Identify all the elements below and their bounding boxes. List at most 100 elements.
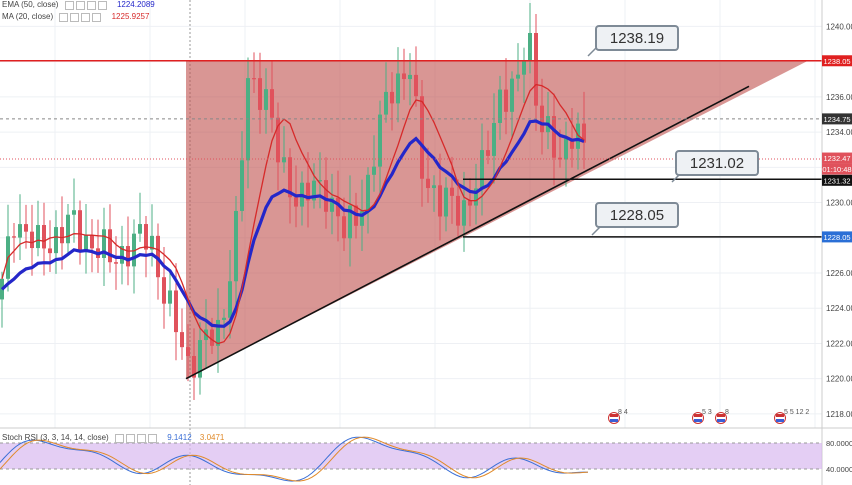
candle-body [360, 211, 364, 226]
candle-body [138, 224, 142, 234]
candle-body [372, 166, 376, 175]
candle-body [18, 224, 22, 238]
candle-body [384, 91, 388, 115]
candle-body [174, 290, 178, 333]
candle-body [522, 60, 526, 75]
candle-body [222, 317, 226, 320]
candle-body [390, 91, 394, 104]
candle-body [186, 347, 190, 357]
rsi-d-value: 3.0471 [199, 433, 225, 442]
flag-icon [694, 414, 702, 417]
callout-pointer [587, 47, 597, 57]
candle-body [558, 157, 562, 160]
candle-body [210, 329, 214, 346]
event-count: 8 [725, 409, 729, 416]
candle-body [126, 246, 130, 267]
candle-body [48, 248, 52, 254]
price-axis: 1218.00 1220.00 1222.00 1224.00 1226.00 1228.… [821, 0, 852, 485]
candle-body [570, 138, 574, 149]
event-count: 5 3 [702, 409, 712, 416]
event-count: 8 4 [618, 409, 628, 416]
rsi-band [0, 443, 822, 469]
price-label-box [822, 163, 852, 175]
candle-body [180, 332, 184, 348]
candle-body [348, 205, 352, 239]
candle-body [426, 178, 430, 189]
candle-body [276, 117, 280, 163]
candle-body [318, 180, 322, 182]
legend-buttons[interactable] [59, 12, 103, 22]
candle-body [240, 160, 244, 211]
candles [0, 2, 586, 400]
ascending-triangle [186, 60, 808, 379]
candle-body [282, 157, 286, 163]
price-label-box [822, 55, 852, 67]
candle-body [108, 229, 112, 263]
candle-body [330, 197, 334, 212]
candle-body [438, 185, 442, 217]
price-label-box [822, 231, 852, 243]
candle-body [228, 281, 232, 318]
candle-body [534, 32, 538, 106]
candle-body [132, 233, 136, 267]
candle-body [342, 216, 346, 239]
legend-buttons[interactable] [114, 433, 159, 443]
event-count: 5 5 12 2 [784, 409, 809, 416]
candle-body [252, 78, 256, 80]
candle-body [456, 195, 460, 226]
tick-label: 1218.00 [826, 410, 852, 419]
ema-legend-value: 1224.2089 [116, 0, 155, 9]
candle-body [198, 340, 202, 378]
rsi-legend[interactable]: Stoch RSI (3, 3, 14, 14, close) 9.1412 3… [2, 433, 224, 443]
candle-body [288, 157, 292, 198]
candle-body [258, 78, 262, 110]
ema-legend[interactable]: EMA (50, close) 1224.2089 [2, 0, 155, 10]
candle-body [192, 356, 196, 378]
flag-icon [610, 414, 618, 417]
candle-body [480, 150, 484, 189]
candle-body [162, 277, 166, 304]
ema-legend-label: EMA (50, close) [2, 0, 59, 9]
candle-body [36, 225, 40, 249]
candle-body [72, 210, 76, 215]
callout-box [595, 202, 679, 228]
candle-body [102, 229, 106, 258]
candle-body [78, 210, 82, 250]
price-label-text: 1238.05 [823, 57, 850, 66]
candle-body [66, 214, 70, 244]
candle-body [504, 89, 508, 112]
legend-buttons[interactable] [64, 0, 109, 10]
candle-body [120, 246, 124, 264]
candle-body [264, 89, 268, 110]
candle-body [42, 225, 46, 249]
tick-label: 1226.00 [826, 269, 852, 278]
tick-label: 1230.00 [826, 199, 852, 208]
ma-line [1, 83, 585, 345]
rsi-legend-label: Stoch RSI (3, 3, 14, 14, close) [2, 433, 109, 442]
candle-body [144, 224, 148, 250]
tick-label: 1224.00 [826, 304, 852, 313]
candle-body [150, 235, 154, 250]
candle-body [576, 123, 580, 149]
ma-legend[interactable]: MA (20, close) 1225.9257 [2, 12, 149, 22]
candle-body [270, 89, 274, 118]
candle-body [60, 227, 64, 244]
candle-body [462, 200, 466, 226]
ma-legend-label: MA (20, close) [2, 12, 54, 21]
candle-body [528, 32, 532, 61]
callout-label: 1231.02 [690, 155, 744, 172]
rsi-k-value: 9.1412 [167, 433, 192, 442]
tick-label: 1220.00 [826, 375, 852, 384]
price-label-text: 1234.75 [823, 115, 850, 124]
event-markers[interactable]: 8 4 5 3 8 5 5 12 2 [608, 409, 810, 424]
candle-body [432, 185, 436, 189]
candle-body [294, 197, 298, 207]
callout-label: 1228.05 [610, 207, 664, 224]
candle-body [402, 73, 406, 80]
price-label-text: 1232.47 [823, 154, 850, 163]
ma-legend-value: 1225.9257 [111, 12, 150, 21]
candle-body [444, 187, 448, 217]
flag-icon [610, 419, 618, 422]
price-label-text: 01:10:48 [822, 165, 851, 174]
